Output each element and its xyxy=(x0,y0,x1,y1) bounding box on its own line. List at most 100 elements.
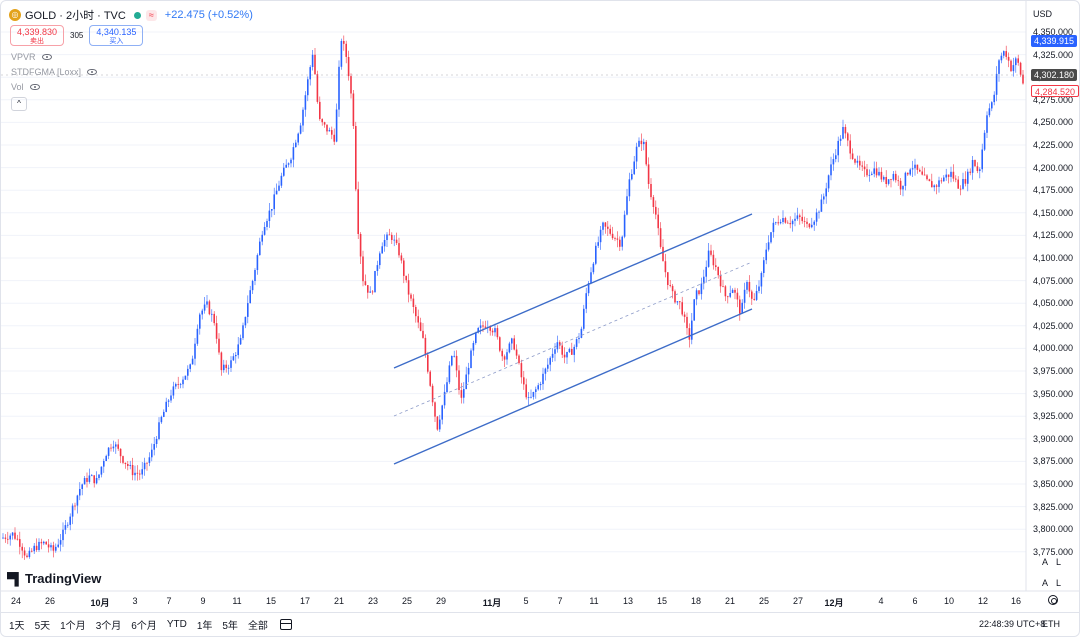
candle-body xyxy=(614,238,616,239)
eye-icon[interactable] xyxy=(29,84,40,90)
price-tick-label: 4,250.000 xyxy=(1033,117,1074,128)
range-1d[interactable]: 1天 xyxy=(9,621,25,632)
range-1y[interactable]: 1年 xyxy=(196,621,213,632)
candle-body xyxy=(1007,56,1010,61)
candle-body xyxy=(1010,60,1012,72)
candle-body xyxy=(787,222,789,224)
candle-body xyxy=(278,185,280,191)
collapse-legend-button[interactable]: ^ xyxy=(11,97,27,111)
candle-body xyxy=(427,354,429,372)
axis-controls-top[interactable]: A L xyxy=(1042,557,1062,567)
eye-icon[interactable] xyxy=(41,54,52,60)
candle-body xyxy=(679,301,681,303)
range-6m[interactable]: 6个月 xyxy=(131,621,157,632)
session-label[interactable]: ETH xyxy=(1042,619,1060,629)
candle-body xyxy=(767,242,770,250)
candle-body xyxy=(439,419,441,430)
candle-body xyxy=(374,271,376,293)
chevron-up-icon: ^ xyxy=(17,99,21,108)
range-5d[interactable]: 5天 xyxy=(34,621,51,632)
range-all[interactable]: 全部 xyxy=(247,621,268,632)
candle-body xyxy=(542,373,544,385)
candle-body xyxy=(765,249,767,261)
watermark-text: TradingView xyxy=(25,571,102,586)
indicator-stdfgma[interactable]: STDFGMA [Loxx] xyxy=(11,67,98,77)
candle-body xyxy=(587,283,590,294)
candle-body xyxy=(796,215,799,219)
candle-body xyxy=(83,478,86,485)
parallel-channel-drawing[interactable] xyxy=(393,213,753,465)
candle-body xyxy=(304,95,307,110)
time-readout[interactable]: 22:48:39 UTC+8 xyxy=(979,619,1046,629)
candle-body xyxy=(691,320,693,340)
candle-body xyxy=(105,455,107,461)
gold-coin-icon: ◎ xyxy=(9,9,21,21)
candle-body xyxy=(827,175,830,189)
candle-body xyxy=(959,188,962,190)
candle-body xyxy=(189,364,191,369)
candle-body xyxy=(443,391,446,406)
candle-body xyxy=(580,328,583,338)
candle-body xyxy=(127,464,129,466)
candle-body xyxy=(297,133,299,143)
candle-body xyxy=(719,275,722,287)
candle-body xyxy=(98,474,100,478)
candle-body xyxy=(621,236,623,247)
candle-body xyxy=(626,196,628,215)
candle-body xyxy=(1000,55,1003,61)
axis-controls-bottom[interactable]: A L xyxy=(1042,578,1062,588)
price-change: +22.475 (+0.52%) xyxy=(164,9,253,21)
candle-body xyxy=(926,175,928,180)
range-ytd[interactable]: YTD xyxy=(166,619,187,630)
candle-body xyxy=(139,473,141,475)
candle-body xyxy=(885,177,887,184)
buy-button[interactable]: 4,340.135 买入 xyxy=(89,25,144,46)
price-tick-label: 3,975.000 xyxy=(1033,366,1074,376)
candle-body xyxy=(760,273,763,287)
tradingview-watermark[interactable]: ▀▌ TradingView xyxy=(7,571,101,586)
candle-body xyxy=(995,73,998,95)
candle-body xyxy=(943,177,945,182)
range-3m[interactable]: 3个月 xyxy=(95,621,122,632)
gear-icon[interactable] xyxy=(1048,595,1058,605)
price-tick-label: 4,000.000 xyxy=(1033,343,1074,354)
candle-body xyxy=(117,444,119,449)
range-5y[interactable]: 5年 xyxy=(222,621,238,632)
range-1m[interactable]: 1个月 xyxy=(60,621,86,632)
indicator-vol[interactable]: Vol xyxy=(11,82,40,92)
candle-body xyxy=(398,243,400,256)
candle-body xyxy=(698,290,700,295)
calendar-icon[interactable] xyxy=(279,619,292,630)
candle-body xyxy=(187,368,189,376)
candle-body xyxy=(194,343,196,359)
candle-body xyxy=(818,211,820,213)
indicator-vpvr[interactable]: VPVR xyxy=(11,52,52,62)
candle-body xyxy=(151,449,153,458)
candle-body xyxy=(631,174,633,180)
price-tick-label: 4,175.000 xyxy=(1033,185,1074,196)
candle-body xyxy=(875,168,878,176)
candle-body xyxy=(779,222,782,224)
candle-body xyxy=(47,544,50,548)
candle-body xyxy=(155,439,158,444)
eye-icon[interactable] xyxy=(87,69,98,75)
price-tick-label: 4,200.000 xyxy=(1033,162,1074,173)
candle-body xyxy=(28,550,31,557)
candle-body xyxy=(998,60,1000,74)
candle-body xyxy=(650,184,652,198)
candle-body xyxy=(707,250,710,267)
candle-body xyxy=(686,316,688,329)
chart-grid xyxy=(1,1,1079,592)
time-tick-label: 29 xyxy=(435,596,447,606)
candlestick-series xyxy=(1,35,1026,560)
candle-body xyxy=(753,298,755,300)
candle-body xyxy=(163,411,165,417)
candle-body xyxy=(712,254,715,266)
candle-body xyxy=(71,505,74,517)
candle-body xyxy=(431,385,434,403)
currency-label[interactable]: USD xyxy=(1033,9,1053,19)
candle-body xyxy=(655,206,657,215)
symbol-title[interactable]: GOLD · 2小时 · TVC xyxy=(25,10,126,22)
sell-button[interactable]: 4,339.830 卖出 xyxy=(10,25,64,46)
